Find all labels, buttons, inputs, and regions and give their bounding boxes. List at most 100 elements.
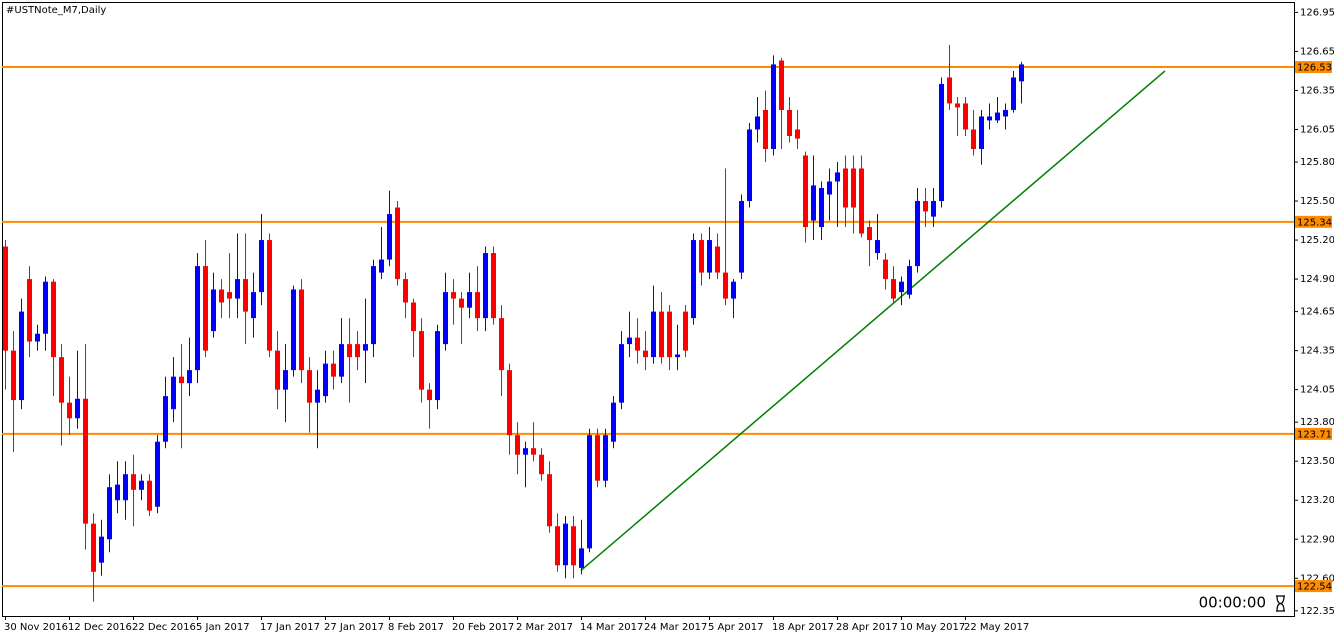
candle-body [3,246,8,351]
candle-body [915,201,920,267]
x-tick-label: 10 May 2017 [900,622,965,633]
candle-body [923,201,928,212]
candle-body [331,363,336,377]
candle-body [955,103,960,108]
candle-body [291,289,296,371]
candle-body [315,389,320,403]
candle-body [883,259,888,280]
candle-body [283,370,288,390]
y-tick-label: 122.60 [1300,573,1334,584]
y-tick-label: 125.50 [1300,196,1334,207]
level-label-box [1295,215,1332,228]
candle-body [235,279,240,299]
x-tick-label: 8 Feb 2017 [388,622,444,633]
candle-body [1019,64,1024,82]
candle-body [835,172,840,182]
candle-body [715,246,720,273]
candle-body [939,83,944,202]
candle-body [203,266,208,351]
candle-body [195,266,200,371]
y-tick-label: 125.80 [1300,157,1334,168]
candle-body [995,112,1000,121]
candle-body [251,292,256,319]
candle-body [155,441,160,507]
candle-body [675,354,680,358]
candle-body [779,60,784,110]
candle-body [459,298,464,308]
candle-body [587,435,592,549]
y-tick-label: 122.90 [1300,534,1334,545]
candle-body [187,370,192,384]
candle-body [339,344,344,377]
x-tick-label: 24 Mar 2017 [644,622,707,633]
candle-body [627,337,632,345]
candle-body [803,155,808,228]
candle-body [723,272,728,299]
candle-body [379,259,384,273]
candle-body [347,344,352,358]
candle-body [83,398,88,524]
candle-body [355,344,360,358]
y-tick-label: 123.50 [1300,456,1334,467]
candle-body [75,398,80,419]
candle-body [259,240,264,293]
level-label-box [1295,427,1332,440]
candle-body [419,331,424,390]
x-tick-label: 12 Dec 2016 [68,622,132,633]
candle-body [443,292,448,345]
candle-body [859,168,864,234]
candle-body [131,474,136,490]
candle-body [91,523,96,572]
candle-body [307,370,312,403]
candle-body [531,448,536,455]
candle-body [275,350,280,390]
y-tick-label: 126.35 [1300,85,1334,96]
x-tick-label: 14 Mar 2017 [580,622,643,633]
level-label: 123.71 [1297,429,1332,440]
candle-body [851,168,856,208]
candle-body [979,116,984,149]
candle-body [411,302,416,332]
candle-body [747,129,752,202]
candle-body [67,402,72,419]
candle-body [595,435,600,481]
y-tick-label: 126.65 [1300,46,1334,57]
candle-body [699,240,704,273]
x-tick-label: 28 Apr 2017 [836,622,898,633]
candle-body [219,289,224,303]
candle-body [611,402,616,442]
candle-body [787,109,792,136]
candle-body [571,526,576,566]
candle-body [931,201,936,217]
x-tick-label: 22 May 2017 [964,622,1029,633]
candle-body [547,474,552,527]
candle-body [211,289,216,332]
candle-body [843,168,848,208]
candle-body [907,266,912,295]
candle-body [435,331,440,401]
candle-body [947,77,952,104]
candle-body [659,311,664,358]
candle-body [387,214,392,260]
candle-body [875,240,880,254]
x-tick-label: 20 Feb 2017 [452,622,514,633]
candle-body [683,311,688,351]
y-tick-label: 125.20 [1300,235,1334,246]
candle-body [987,116,992,121]
candle-body [795,129,800,139]
y-tick-label: 122.35 [1300,606,1334,617]
candle-body [139,480,144,490]
x-tick-label: 30 Nov 2016 [4,622,68,633]
candle-body [819,188,824,228]
x-tick-label: 5 Apr 2017 [708,622,763,633]
candle-body [395,207,400,280]
candle-body [427,389,432,401]
y-tick-label: 124.90 [1300,274,1334,285]
candle-body [43,281,48,334]
candle-body [323,363,328,397]
candle-body [603,435,608,481]
candle-body [123,474,128,501]
x-tick-label: 22 Dec 2016 [132,622,196,633]
candle-body [579,548,584,568]
